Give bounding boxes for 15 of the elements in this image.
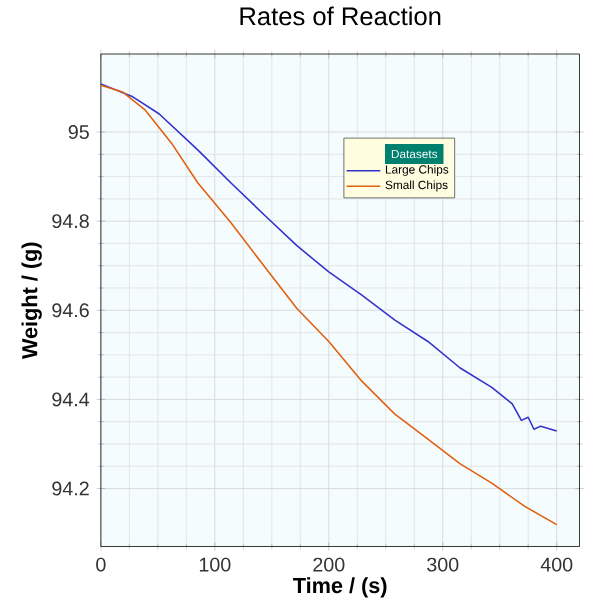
x-tick-label: 200	[313, 557, 345, 572]
y-tick-label: 94.2	[52, 481, 90, 496]
chart-title: Rates of Reaction	[240, 6, 441, 26]
y-tick-label: 94.4	[52, 392, 90, 407]
x-axis-title: Time / (s)	[293, 577, 387, 598]
line-series	[101, 84, 558, 526]
y-tick-label: 94.8	[52, 214, 90, 229]
x-tick-label: 400	[541, 557, 573, 572]
x-tick-label: 0	[96, 557, 106, 572]
y-tick-label: 94.6	[52, 303, 90, 318]
line-series	[101, 83, 558, 432]
x-tick-label: 300	[427, 557, 459, 572]
y-axis-title: Weight / (g)	[21, 242, 43, 360]
x-tick-label: 100	[200, 557, 231, 572]
y-tick-label: 95	[69, 125, 90, 139]
